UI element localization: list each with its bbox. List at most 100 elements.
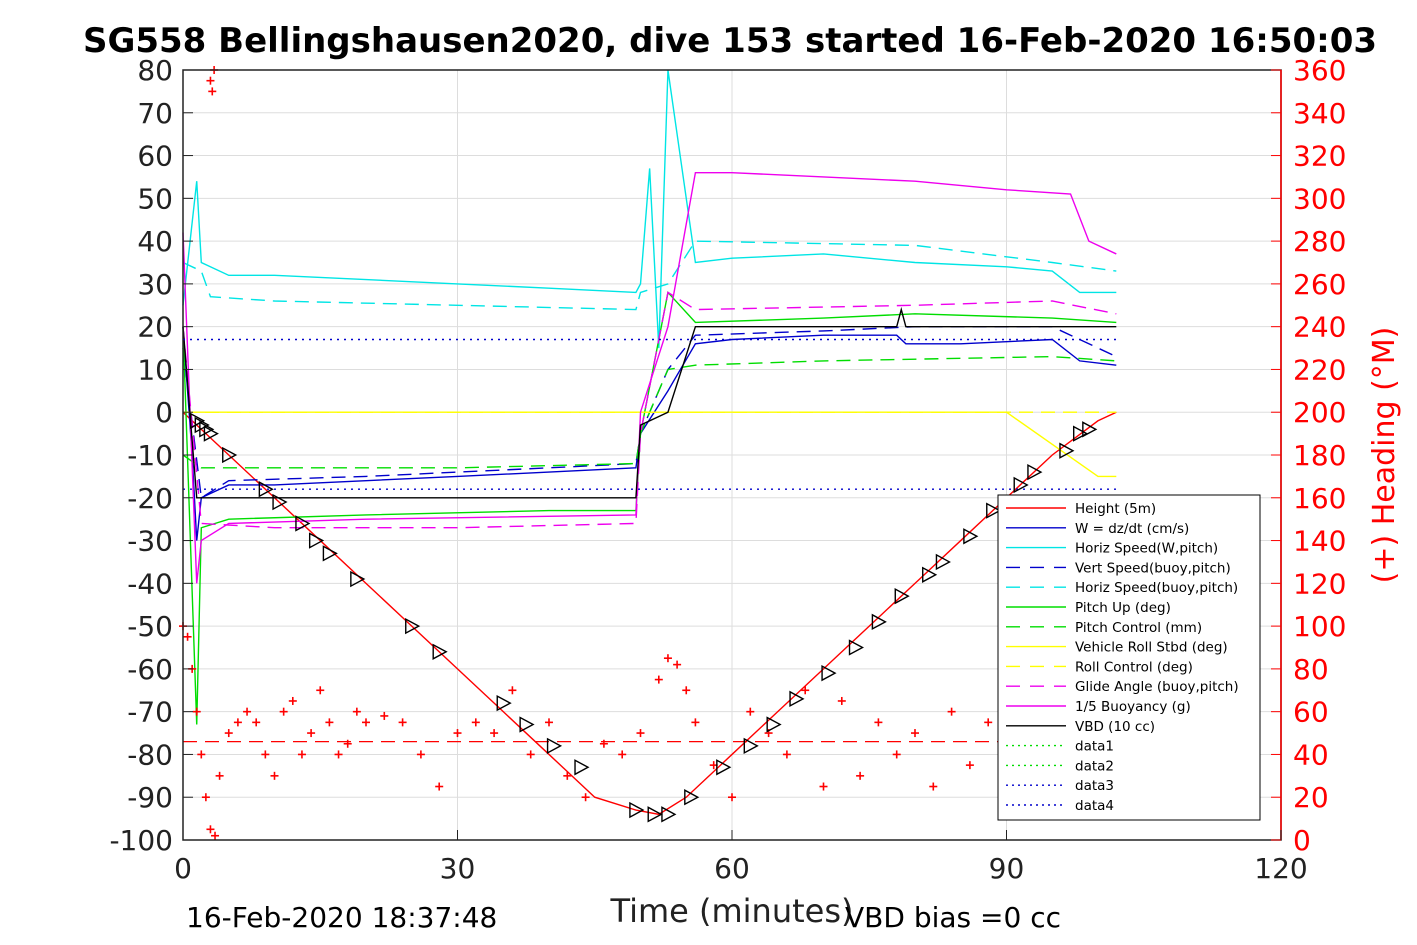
vbd-marker [1027,463,1043,481]
y-tick-label: 10 [137,353,173,386]
legend-entry: Pitch Up (deg) [1075,600,1171,616]
heading-point [618,750,627,759]
legend-box [997,494,1261,821]
heading-point [435,782,444,791]
y-tick-label: 20 [137,311,173,344]
legend-entry: W = dz/dt (cm/s) [1075,521,1189,537]
y-right-tick-label: 140 [1293,525,1346,558]
series-line-2 [182,69,1117,349]
heading-point [636,729,645,738]
vbd-marker [766,716,782,733]
vbd-marker [647,806,663,823]
heading-point [197,750,206,759]
legend-entry: Pitch Control (mm) [1075,620,1202,636]
y-tick-label: -20 [127,482,173,515]
heading-point [362,718,370,727]
vbd-marker [1059,442,1075,459]
y-tick-label: 40 [137,225,173,258]
y-tick-label: -80 [127,738,173,771]
y-axis-right-label: (+) Heading (°M) [1367,327,1402,584]
vbd-marker [190,412,206,429]
vbd-marker [848,639,865,656]
y-tick-label: 60 [137,140,173,173]
y-tick-label: -70 [127,696,173,729]
vbd-marker [743,737,759,755]
vbd-marker [199,421,215,438]
y-tick-label: -50 [127,610,173,643]
y-right-tick-label: 20 [1293,781,1329,814]
y-tick-label: -10 [127,439,173,472]
heading-point [654,675,663,684]
heading-point [746,707,755,716]
y-right-tick-label: 220 [1293,353,1346,386]
vbd-marker [935,553,951,571]
vbd-marker [546,737,563,755]
vbd-marker [629,801,645,819]
heading-point [252,718,261,727]
heading-point [215,771,224,780]
heading-point [380,711,389,720]
x-axis: 0 30 60 90 120 [174,830,1308,885]
heading-point [801,686,810,695]
legend-entry: Roll Control (deg) [1075,659,1193,675]
heading-point [453,729,462,738]
legend-entry: Height (5m) [1075,501,1156,517]
y-right-tick-label: 200 [1293,396,1346,429]
y-tick-label: -60 [127,653,173,686]
heading-point [183,632,192,641]
vbd-marker [322,545,338,562]
y-right-tick-label: 80 [1293,653,1329,686]
legend-entry: Horiz Speed(W,pitch) [1075,541,1218,557]
vbd-marker [272,493,288,511]
heading-point [352,707,361,716]
vbd-marker [350,570,366,588]
y-tick-label: 70 [137,97,173,130]
y-tick-label: -100 [109,824,173,857]
heading-point [819,782,828,791]
legend-entry: 1/5 Buoyancy (g) [1075,699,1191,715]
heading-point [673,660,682,669]
footer-timestamp: 16-Feb-2020 18:37:48 [186,901,497,934]
heading-point [471,718,480,727]
legend-entry: Vehicle Roll Stbd (deg) [1075,640,1228,656]
heading-point-outlier [206,76,215,85]
heading-point [192,707,201,716]
y-axis-right: 3603403203002802602402202001801601401201… [1271,54,1346,857]
vbd-marker [789,690,805,708]
vbd-marker [405,617,421,635]
vbd-marker [194,416,210,434]
series-layer [182,69,1117,816]
y-tick-label: -30 [127,525,173,558]
heading-point [297,750,306,759]
vbd-marker [986,502,1002,519]
heading-point [261,750,270,759]
heading-point [398,718,407,727]
legend-entry: data3 [1075,778,1114,794]
legend-entry: data2 [1075,758,1114,774]
chart-title: SG558 Bellingshausen2020, dive 153 start… [83,21,1377,61]
vbd-marker [222,446,238,464]
vbd-marker [1082,421,1098,438]
heading-point [892,750,901,759]
y-right-tick-label: 320 [1293,140,1346,173]
heading-point [581,793,590,802]
vbd-markers [190,412,1098,823]
y-right-tick-label: 40 [1293,738,1329,771]
heading-point [965,761,974,770]
series-line-11 [182,306,1117,499]
heading-point [224,729,233,738]
y-right-tick-label: 60 [1293,696,1329,729]
legend-entry: Glide Angle (buoy,pitch) [1075,679,1239,695]
heading-point [334,750,343,759]
heading-point [563,771,572,780]
vbd-marker [1072,425,1089,442]
vbd-marker [661,806,677,823]
y-right-tick-label: 340 [1293,97,1346,130]
heading-point [307,729,316,738]
heading-point [874,718,883,727]
heading-point [929,782,938,791]
vbd-marker [871,613,887,631]
heading-point [837,696,846,705]
y-right-tick-label: 260 [1293,268,1346,301]
heading-point [728,793,736,802]
